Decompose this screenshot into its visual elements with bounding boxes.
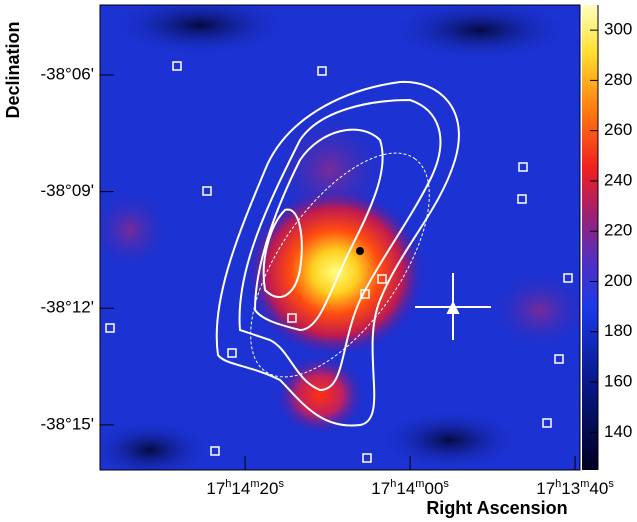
sky-image xyxy=(100,5,580,470)
source-dot xyxy=(356,247,364,255)
y-axis-title: Declination xyxy=(3,21,23,118)
x-tick-label: 17h14m00s xyxy=(371,478,449,499)
x-tick-label: 17h14m20s xyxy=(206,478,284,499)
colorbar-tick-label: 300 xyxy=(604,20,632,39)
y-tick-label: -38°09' xyxy=(40,181,94,200)
plot-frame xyxy=(99,4,581,471)
colorbar-tick-label: 160 xyxy=(604,372,632,391)
y-tick-label: -38°12' xyxy=(40,298,94,317)
contours xyxy=(215,80,460,427)
y-tick-label: -38°06' xyxy=(40,64,94,83)
x-axis-title: Right Ascension xyxy=(426,498,567,518)
source-markers xyxy=(105,61,573,463)
colorbar-tick-label: 140 xyxy=(604,422,632,441)
ellipse xyxy=(250,152,430,378)
colorbar-tick-label: 220 xyxy=(604,221,632,240)
colorbar-tick-label: 280 xyxy=(604,70,632,89)
x-tick-label: 17h13m40s xyxy=(536,478,614,499)
colorbar-tick-label: 240 xyxy=(604,170,632,189)
colorbar-tick-label: 200 xyxy=(604,271,632,290)
y-tick-label: -38°15' xyxy=(40,414,94,433)
colorbar-tick-label: 260 xyxy=(604,120,632,139)
colorbar-tick-label: 180 xyxy=(604,321,632,340)
cross xyxy=(415,273,491,340)
colorbar xyxy=(582,5,598,470)
